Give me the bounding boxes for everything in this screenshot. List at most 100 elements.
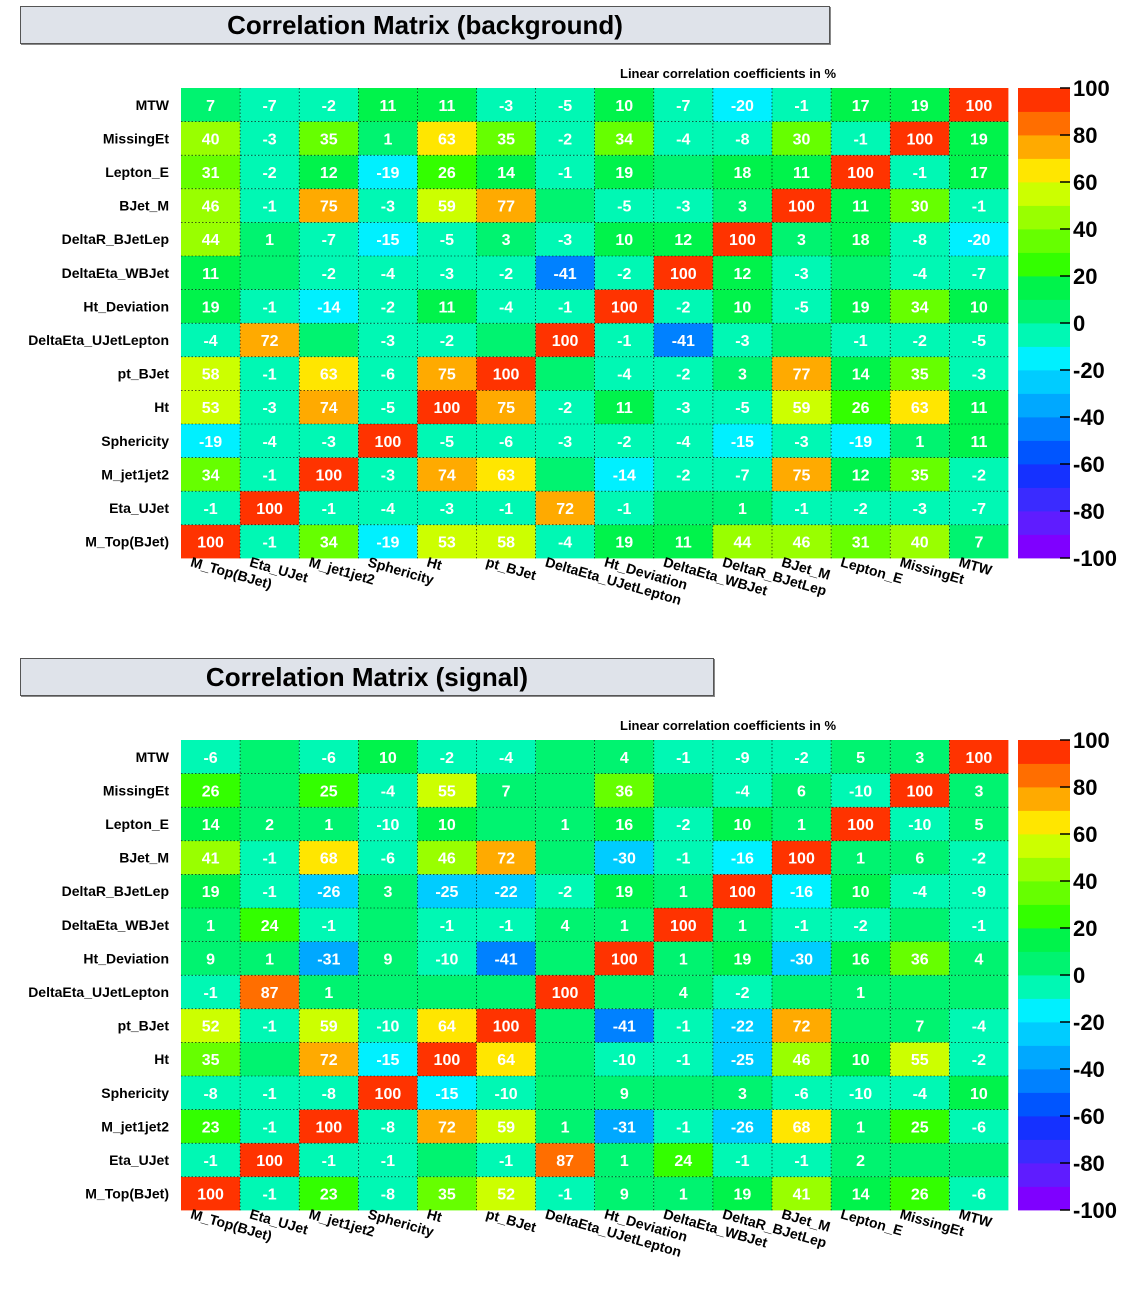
heatmap-cell [653, 941, 713, 976]
cell-value-label: -2 [499, 266, 513, 283]
cell-value-label: 1 [915, 434, 924, 451]
heatmap-cell [712, 424, 772, 458]
heatmap-cell [772, 88, 832, 122]
heatmap-cell [476, 188, 536, 223]
heatmap-cell [299, 424, 359, 458]
heatmap-cell [890, 121, 950, 156]
cell-value-label: -7 [676, 98, 690, 115]
heatmap-cell [712, 188, 772, 223]
heatmap-cell [358, 323, 418, 357]
heatmap-cell [476, 524, 536, 559]
cell-value-label: 63 [320, 367, 338, 384]
heatmap-cell [831, 975, 891, 1009]
cell-value-label: -8 [381, 1187, 395, 1204]
heatmap-cell [594, 222, 654, 256]
heatmap-cell [653, 256, 713, 290]
cell-value-label: 72 [497, 851, 515, 868]
heatmap-cell [890, 88, 950, 122]
cell-value-label: 100 [434, 1052, 461, 1069]
heatmap-cell [358, 356, 418, 391]
cell-value-label: -4 [381, 783, 395, 800]
heatmap-cell [299, 1008, 359, 1043]
heatmap-cell [890, 457, 950, 492]
heatmap-cell [949, 88, 1009, 122]
cell-value-label: 19 [852, 299, 870, 316]
cell-value-label: 1 [561, 1119, 570, 1136]
cell-value-label: -2 [322, 266, 336, 283]
colorbar-segment [1018, 928, 1070, 952]
cell-value-label: 18 [734, 165, 752, 182]
heatmap-cell [712, 908, 772, 942]
cell-value-label: -19 [199, 434, 222, 451]
cell-value-label: 19 [202, 299, 220, 316]
heatmap-cell [890, 289, 950, 324]
heatmap-cell [712, 289, 772, 324]
cell-value-label: 6 [915, 851, 924, 868]
heatmap-cell [181, 1176, 241, 1211]
cell-value-label: -1 [322, 1153, 336, 1170]
cell-value-label: -2 [853, 501, 867, 518]
colorbar-segment [1018, 511, 1070, 535]
heatmap-cell [653, 975, 713, 1009]
cell-value-label: 16 [852, 951, 870, 968]
heatmap-cell [831, 121, 891, 156]
heatmap-cell [181, 256, 241, 290]
y-tick-label: M_Top(BJet) [85, 534, 169, 550]
heatmap-cell [535, 773, 595, 808]
x-tick-label: Sphericity [366, 554, 436, 588]
heatmap-cell [772, 1176, 832, 1211]
colorbar-segment [1018, 998, 1070, 1023]
heatmap-cell [299, 256, 359, 290]
cell-value-label: 23 [202, 1119, 220, 1136]
heatmap-cell [299, 356, 359, 391]
heatmap-cell [949, 1176, 1009, 1211]
heatmap-cell [594, 323, 654, 357]
cell-value-label: 11 [970, 400, 987, 417]
cell-value-label: 72 [438, 1119, 456, 1136]
cell-value-label: 1 [206, 918, 215, 935]
cell-value-label: -3 [558, 232, 572, 249]
cell-value-label: 10 [970, 1086, 988, 1103]
colorbar-segment [1018, 881, 1070, 905]
heatmap-cell [831, 457, 891, 492]
heatmap-cell [358, 1008, 418, 1043]
cell-value-label: -7 [322, 232, 336, 249]
cell-value-label: 1 [324, 817, 333, 834]
heatmap-cell [772, 457, 832, 492]
colorbar-segment [1018, 205, 1070, 230]
cell-value-label: 75 [497, 400, 515, 417]
cell-value-label: -31 [613, 1119, 636, 1136]
cell-value-label: -4 [499, 299, 513, 316]
heatmap-cell [653, 222, 713, 256]
cell-value-label: 100 [256, 1153, 283, 1170]
heatmap-cell [831, 1042, 891, 1076]
cell-value-label: 100 [729, 884, 756, 901]
heatmap-cell [181, 1076, 241, 1110]
cell-value-label: 3 [915, 750, 924, 767]
heatmap-cell [712, 222, 772, 256]
cell-value-label: 41 [793, 1187, 811, 1204]
heatmap-cell [240, 1076, 300, 1110]
cell-value-label: 3 [974, 783, 983, 800]
x-tick-label: Ht [425, 554, 444, 574]
heatmap-cell [240, 740, 300, 774]
cell-value-label: -5 [794, 299, 808, 316]
cell-value-label: 40 [202, 131, 220, 148]
colorbar-tick-label: -80 [1073, 1151, 1105, 1176]
chart-subtitle: Linear correlation coefficients in % [620, 66, 836, 81]
cell-value-label: -1 [262, 851, 276, 868]
heatmap-cell [240, 88, 300, 122]
heatmap-cell [476, 222, 536, 256]
heatmap-cell [890, 524, 950, 559]
heatmap-cell [594, 424, 654, 458]
cell-value-label: -15 [376, 1052, 399, 1069]
cell-value-label: -2 [440, 333, 454, 350]
cell-value-label: -1 [676, 851, 690, 868]
colorbar-segment [1018, 135, 1070, 159]
colorbar-segment [1018, 1186, 1070, 1211]
heatmap-cell [653, 88, 713, 122]
heatmap-cell [358, 1076, 418, 1110]
heatmap-cell [417, 874, 477, 908]
cell-value-label: 24 [261, 918, 279, 935]
heatmap-cell [890, 1176, 950, 1211]
